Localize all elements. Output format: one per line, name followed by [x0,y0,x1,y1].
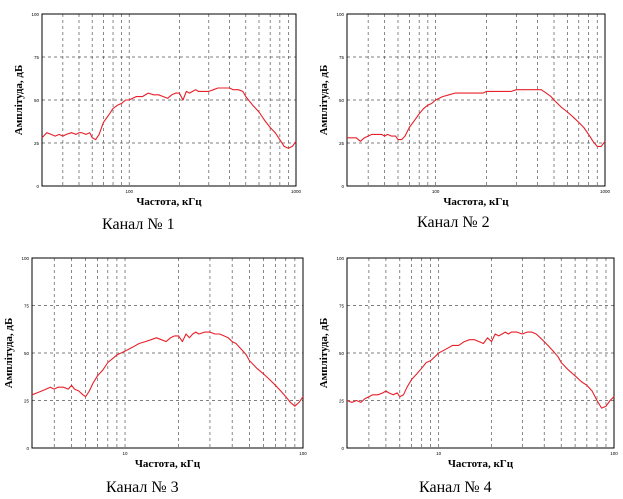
panel-caption-4: Канал № 4 [419,479,492,496]
x-tick-label: 100 [125,189,133,194]
x-axis-label: Частота, кГц [448,458,514,470]
chart-panel-3: 0 25 50 75 100 10 100 Частота, кГц Амплітуда, дБ [3,256,307,470]
plot-frame [41,13,297,187]
chart-panel-1: 0 25 50 75 100 100 1000 Частота, кГц Амплітуда, … [13,12,302,208]
x-tick-label: 10 [123,451,129,456]
y-tick-label: 75 [24,304,30,309]
plot-frame [346,13,606,187]
y-axis-label: Амплітуда, дБ [13,65,25,135]
plot-frame [31,257,304,449]
y-tick-label: 75 [339,304,345,309]
series-line [346,331,615,409]
series-line [347,89,606,147]
y-tick-label: 100 [336,12,344,17]
x-axis-label: Частота, кГц [443,196,509,208]
y-tick-label: 50 [34,98,40,103]
y-tick-label: 0 [26,446,29,451]
y-tick-label: 100 [31,12,39,17]
y-tick-label: 25 [34,141,40,146]
x-tick-label: 100 [432,189,440,194]
panel-caption-3: Канал № 3 [106,479,179,496]
y-tick-label: 25 [339,399,345,404]
panel-caption-1: Канал № 1 [102,216,175,233]
plot-frame [346,257,615,449]
y-tick-label: 75 [339,55,345,60]
x-tick-label: 10 [436,451,442,456]
y-axis-label: Амплітуда, дБ [3,318,15,388]
y-axis-label: Амплітуда, дБ [318,318,330,388]
y-tick-label: 25 [24,399,30,404]
y-tick-label: 50 [339,98,345,103]
y-tick-label: 50 [339,351,345,356]
y-tick-label: 50 [24,351,30,356]
y-axis-label: Амплітуда, дБ [318,65,330,135]
y-tick-label: 0 [341,446,344,451]
y-tick-label: 0 [36,184,39,189]
x-tick-label: 100 [610,451,618,456]
series-line [41,87,297,149]
x-tick-label: 100 [299,451,307,456]
x-axis-label: Частота, кГц [135,458,201,470]
series-line [31,331,304,407]
y-tick-label: 100 [21,256,29,261]
y-tick-label: 25 [339,141,345,146]
x-tick-label: 1000 [600,189,611,194]
y-tick-label: 75 [34,55,40,60]
x-axis-label: Частота, кГц [136,196,202,208]
x-tick-label: 1000 [291,189,302,194]
y-tick-label: 0 [341,184,344,189]
chart-panel-2: 0 25 50 75 100 100 1000 Частота, кГц Амплітуда, … [318,12,611,208]
y-tick-label: 100 [336,256,344,261]
panel-caption-2: Канал № 2 [417,214,490,231]
chart-panel-4: 0 25 50 75 100 10 100 Частота, кГц Амплітуда, дБ [318,256,618,470]
